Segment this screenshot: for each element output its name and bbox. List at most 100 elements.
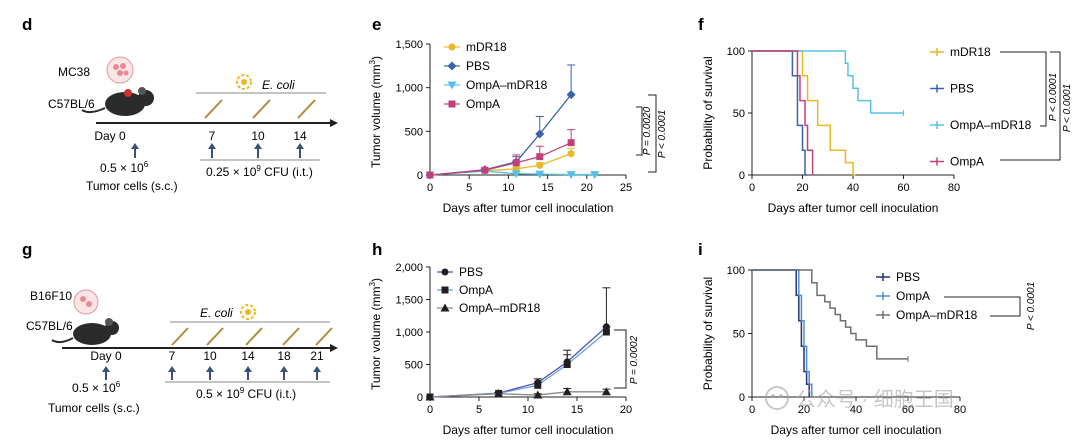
legend-item-OmpA–mDR18: OmpA–mDR18 (444, 78, 548, 92)
chart-h-stat-bracket (614, 329, 627, 389)
mouse-strain-label: C57BL/6 (26, 319, 73, 333)
legend-item-OmpA: OmpA (930, 155, 984, 169)
timeline-day-7: 7 (209, 129, 216, 143)
x-tick-label: 5 (476, 404, 482, 416)
injection-arrows (102, 366, 321, 380)
survival-curve (752, 50, 808, 176)
survival-curve (752, 50, 904, 114)
y-tick-label: 0 (739, 170, 745, 182)
x-tick-label: 0 (749, 404, 755, 416)
syringe-icons (171, 327, 333, 346)
legend-item-PBS: PBS (930, 82, 974, 96)
legend-label: PBS (459, 265, 483, 279)
legend-label: OmpA–mDR18 (459, 301, 541, 315)
series-OmpA (426, 326, 611, 401)
chart-i: 0 20 40 60 80 0 50 100 Days after tumor cell ino… (701, 265, 978, 437)
data-point (563, 361, 571, 368)
x-axis-label: Days after tumor cell inoculation (771, 423, 942, 437)
data-point (441, 268, 449, 276)
panel-letter-f: f (698, 15, 704, 34)
x-tick-label: 80 (954, 404, 966, 416)
panel-letter-g: g (22, 240, 32, 259)
legend-label: mDR18 (466, 40, 507, 54)
series-OmpA–mDR18 (752, 50, 904, 116)
y-tick-label: 1,000 (395, 83, 423, 95)
timeline-day-18: 18 (277, 349, 291, 363)
legend-label: OmpA–mDR18 (466, 78, 548, 92)
legend-label: PBS (896, 270, 920, 284)
series-OmpA–mDR18 (425, 387, 611, 401)
y-tick-label: 100 (727, 46, 745, 58)
mouse-icon (51, 318, 119, 345)
x-tick-label: 40 (850, 404, 862, 416)
survival-curve (752, 50, 814, 175)
y-tick-label: 0 (417, 392, 423, 404)
data-point (566, 90, 576, 100)
panel-letter-e: e (372, 15, 381, 34)
x-tick-label: 0 (427, 404, 433, 416)
timeline-day-10: 10 (203, 349, 217, 363)
legend-item-PBS: PBS (876, 270, 920, 284)
series-PBS (752, 50, 808, 176)
y-tick-label: 0 (417, 170, 423, 182)
data-point (533, 390, 543, 399)
cfu-dose: 0.25 × 109 CFU (i.t.) (206, 164, 313, 179)
chart-f-stat-brackets (1000, 51, 1061, 161)
data-point (426, 171, 434, 179)
tumor-cell-dish-icon (73, 289, 99, 315)
legend-item-OmpA–mDR18: OmpA–mDR18 (876, 308, 978, 322)
chart-i-stat: P < 0.0001 (1026, 282, 1037, 330)
x-tick-label: 80 (948, 182, 960, 194)
x-tick-label: 0 (749, 182, 755, 194)
data-point (536, 161, 544, 169)
data-point (534, 381, 542, 389)
series-line (429, 391, 607, 398)
legend-label: OmpA (466, 97, 500, 111)
x-tick-label: 5 (466, 182, 472, 194)
timeline-arrowhead-icon (330, 119, 338, 127)
data-point (440, 303, 450, 312)
legend-item-OmpA–mDR18: OmpA–mDR18 (437, 301, 541, 315)
survival-curve (752, 269, 810, 397)
series-line (429, 326, 607, 398)
watermark: 公众号 · 细胞王国 (765, 386, 954, 411)
legend-label: PBS (950, 82, 974, 96)
series-OmpA (752, 269, 813, 397)
data-point (447, 81, 457, 90)
legend-item-mDR18: mDR18 (444, 40, 507, 54)
data-point (567, 150, 575, 158)
data-point (448, 43, 456, 51)
legend-item-mDR18: mDR18 (930, 45, 991, 59)
timeline-day-14: 14 (293, 129, 307, 143)
legend-item-OmpA: OmpA (444, 97, 500, 111)
tumor-dose: 0.5 × 106 (100, 160, 149, 175)
data-point (535, 170, 545, 179)
syringe-icons (204, 99, 316, 119)
data-point (536, 153, 544, 161)
x-tick-label: 20 (798, 404, 810, 416)
y-tick-label: 1,000 (395, 327, 423, 339)
bacteria-label: E. coli (262, 78, 295, 92)
y-tick-label: 0 (739, 392, 745, 404)
timeline-arrowhead-icon (330, 344, 338, 352)
tumor-cells-label: Tumor cells (s.c.) (86, 179, 178, 193)
survival-curve (752, 269, 813, 397)
data-point (601, 387, 611, 396)
cell-line-label: MC38 (58, 65, 90, 79)
panel-letter-i: i (698, 240, 703, 259)
y-tick-label: 500 (405, 126, 423, 138)
data-point (535, 129, 545, 139)
bacteria-cluster-icon (236, 74, 252, 90)
legend-label: OmpA–mDR18 (896, 308, 978, 322)
panel-g: g B16F10 C57BL/6 E. coli Day 0 7 (22, 240, 338, 415)
x-tick-label: 20 (620, 404, 632, 416)
panel-letter-d: d (22, 15, 32, 34)
data-point (512, 159, 520, 167)
y-tick-label: 2,000 (395, 262, 423, 274)
timeline-day-10: 10 (251, 129, 265, 143)
tumor-cell-dish-icon (106, 56, 134, 84)
series-OmpA–mDR18 (752, 269, 909, 362)
chart-e: 0 5 10 15 20 25 0 500 1,000 1,500 Days after tumor… (395, 39, 632, 215)
legend-item-PBS: PBS (437, 265, 483, 279)
data-point (602, 328, 610, 336)
